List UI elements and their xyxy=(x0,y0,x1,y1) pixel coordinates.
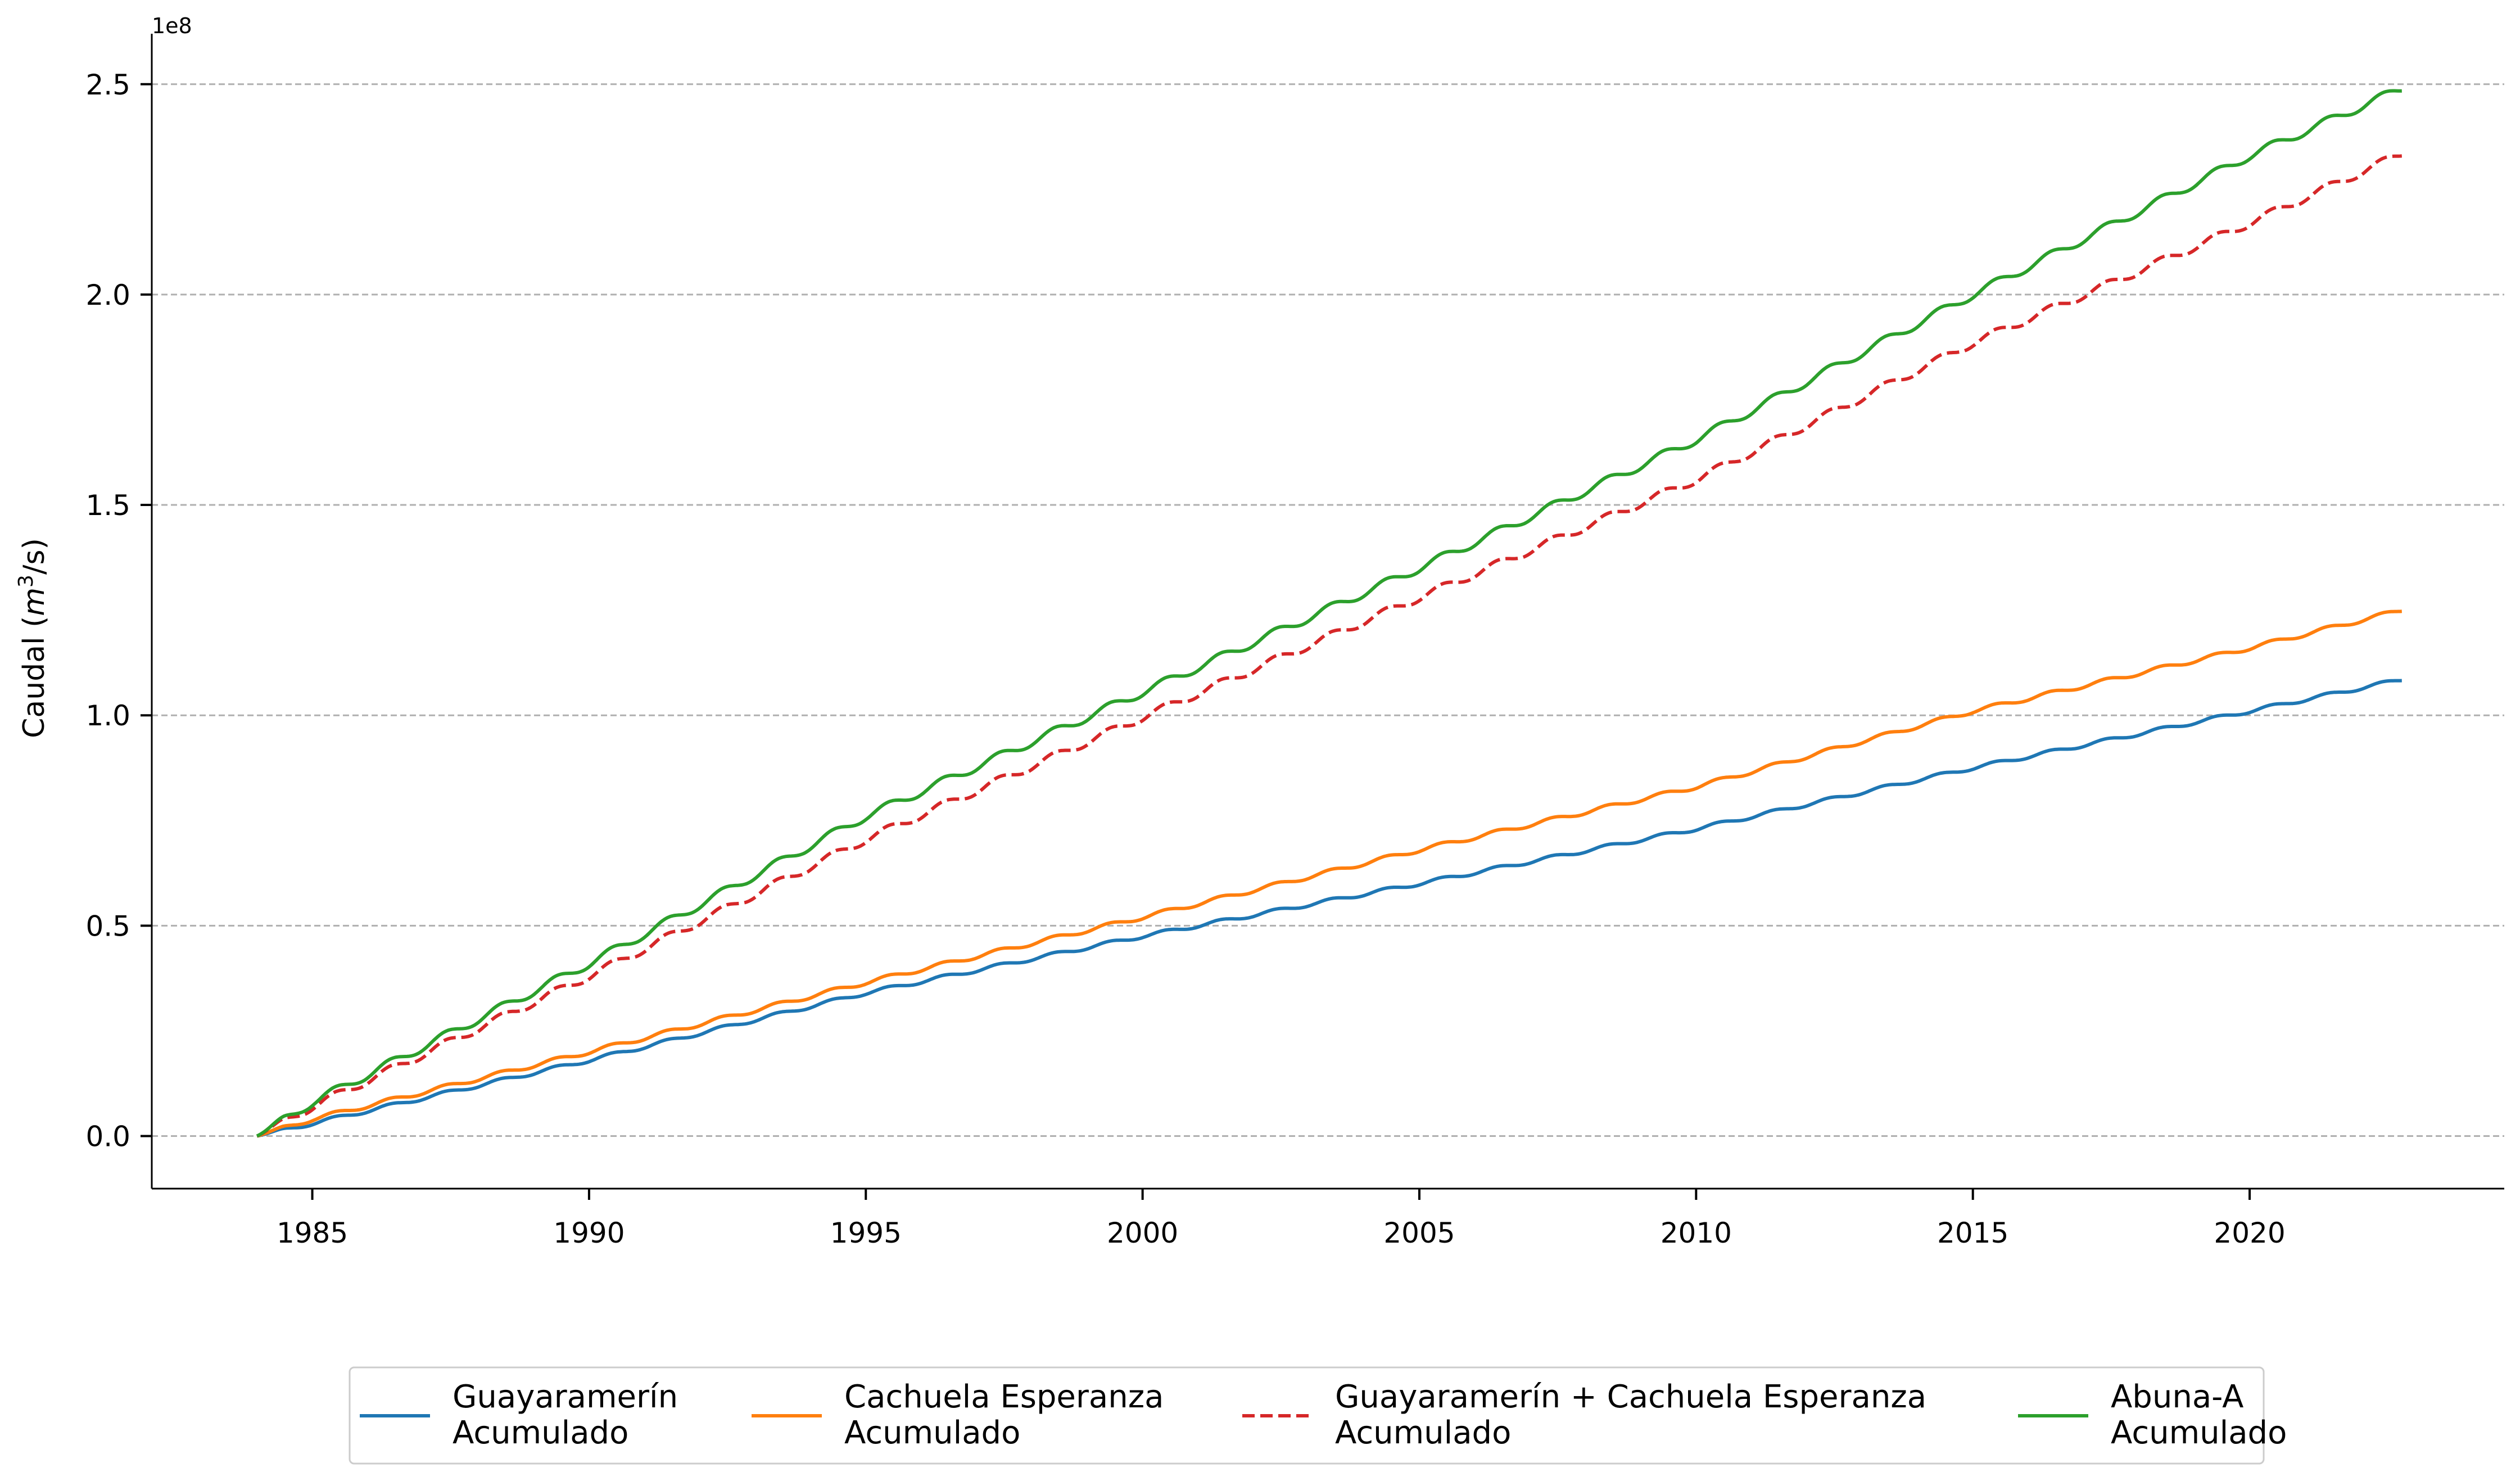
y-tick-label: 2.0 xyxy=(85,279,130,311)
legend-label: Guayaramerín + Cachuela Esperanza Acumula… xyxy=(1335,1379,1926,1451)
legend-label-line: Cachuela Esperanza xyxy=(844,1379,1164,1415)
x-tick-label: 1990 xyxy=(553,1217,625,1249)
legend-label: Abuna-A Acumulado xyxy=(2111,1379,2287,1451)
series-line-1 xyxy=(256,679,2402,1138)
legend-label-line: Guayaramerín xyxy=(453,1379,678,1415)
legend-label-line: Acumulado xyxy=(453,1415,628,1451)
series-line-4 xyxy=(256,89,2402,1138)
y-axis-label-sup: 3 xyxy=(15,575,38,588)
y-tick-label: 1.5 xyxy=(85,489,130,522)
x-tick-label: 2010 xyxy=(1661,1217,1732,1249)
y-axis-label-var: m xyxy=(17,588,51,616)
x-tick-label: 2005 xyxy=(1383,1217,1455,1249)
legend-label: Cachuela Esperanza Acumulado xyxy=(844,1379,1164,1451)
legend-label-line: Acumulado xyxy=(1335,1415,1511,1451)
axes xyxy=(151,34,2504,1190)
y-tick-label: 0.5 xyxy=(85,910,130,942)
x-tick-label: 1985 xyxy=(277,1217,348,1249)
y-axis-label-suffix: /s) xyxy=(17,538,51,575)
legend-label-line: Guayaramerín + Cachuela Esperanza xyxy=(1335,1379,1926,1415)
x-tick-label: 2020 xyxy=(2214,1217,2285,1249)
y-tick-label: 2.5 xyxy=(85,69,130,101)
y-axis-label-prefix: Caudal ( xyxy=(17,616,51,738)
legend-label-line: Abuna-A xyxy=(2111,1379,2243,1415)
legend-label-line: Acumulado xyxy=(2111,1415,2287,1451)
legend-label: Guayaramerín Acumulado xyxy=(453,1379,678,1451)
series-lines xyxy=(256,89,2402,1138)
x-tick-label: 2015 xyxy=(1937,1217,2008,1249)
series-line-3 xyxy=(256,154,2402,1138)
y-axis-label: Caudal (m3/s) xyxy=(15,538,51,738)
x-tick-label: 2000 xyxy=(1107,1217,1178,1249)
ticks: 1985 1990 1995 2000 2005 2010 2015 2020 0.0 0.5 1.… xyxy=(85,69,2285,1249)
x-tick-label: 1995 xyxy=(830,1217,902,1249)
series-line-2 xyxy=(256,609,2402,1138)
y-tick-label: 1.0 xyxy=(85,699,130,732)
y-tick-label: 0.0 xyxy=(85,1120,130,1153)
y-offset-label: 1e8 xyxy=(152,13,192,38)
grid-lines xyxy=(152,83,2504,1137)
legend-label-line: Acumulado xyxy=(844,1415,1020,1451)
